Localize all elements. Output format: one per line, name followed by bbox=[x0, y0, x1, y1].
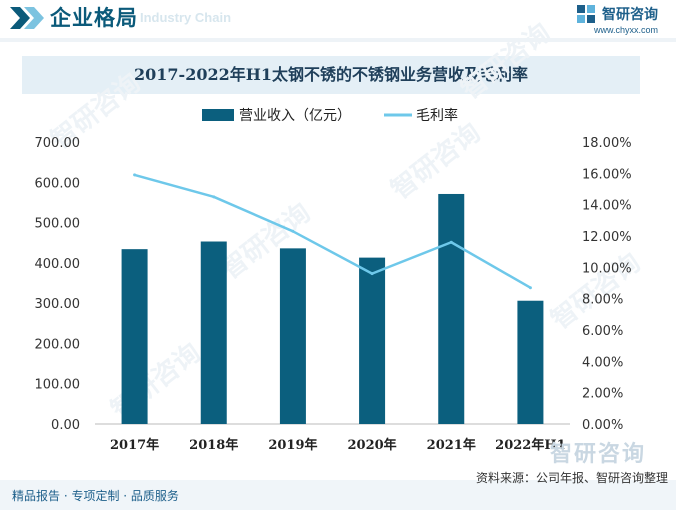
x-tick-label: 2022年H1 bbox=[495, 437, 566, 453]
legend-line-label: 毛利率 bbox=[416, 107, 458, 124]
legend-bar-label: 营业收入（亿元） bbox=[239, 108, 351, 124]
x-tick-label: 2020年 bbox=[347, 437, 396, 453]
y-right-tick-label: 2.00% bbox=[582, 387, 623, 402]
footer-watermark: 智研咨询 bbox=[549, 442, 646, 467]
x-tick-label: 2018年 bbox=[189, 437, 238, 453]
y-left-tick-label: 400.00 bbox=[35, 257, 81, 272]
margin-point-2019年 bbox=[291, 229, 295, 233]
margin-point-2022年H1 bbox=[528, 286, 532, 290]
bar-2021年 bbox=[438, 193, 465, 424]
margin-point-2021年 bbox=[449, 240, 453, 244]
watermark-text: 智研咨询 bbox=[105, 337, 206, 425]
watermark-text: 智研咨询 bbox=[385, 117, 486, 205]
header-bar: 企业格局 Industry Chain 智研咨询 www.chyxx.com bbox=[0, 0, 676, 36]
watermark-text: 智研咨询 bbox=[455, 17, 556, 105]
y-right-tick-label: 0.00% bbox=[582, 418, 623, 433]
y-right-tick-label: 16.00% bbox=[582, 167, 632, 182]
bar-2019年 bbox=[279, 248, 306, 424]
margin-line bbox=[134, 173, 532, 289]
bar-2017年 bbox=[121, 249, 148, 424]
y-right-tick-label: 10.00% bbox=[582, 261, 632, 276]
y-left-tick-label: 100.00 bbox=[35, 378, 81, 393]
source-note: 资料来源：公司年报、智研咨询整理 bbox=[475, 471, 668, 485]
chart: 智研咨询智研咨询智研咨询智研咨询智研咨询智研咨询0.00100.00200.00… bbox=[35, 17, 647, 453]
chart-title: 2017-2022年H1太钢不锈的不锈钢业务营收及毛利率 bbox=[134, 65, 528, 84]
margin-point-2020年 bbox=[370, 272, 374, 276]
brand-logo: 智研咨询 bbox=[577, 4, 658, 24]
y-right-tick-label: 14.00% bbox=[582, 199, 632, 214]
y-left-tick-label: 600.00 bbox=[35, 176, 81, 191]
y-right-tick-label: 8.00% bbox=[582, 293, 623, 308]
y-left-tick-label: 300.00 bbox=[35, 297, 81, 312]
margin-point-2018年 bbox=[212, 195, 216, 199]
legend-bar-swatch bbox=[202, 109, 234, 121]
y-right-tick-label: 12.00% bbox=[582, 230, 632, 245]
section-title: 企业格局 bbox=[50, 6, 138, 30]
footer: 智研咨询 资料来源：公司年报、智研咨询整理 精品报告 · 专项定制 · 品质服务 bbox=[0, 442, 676, 510]
y-right-tick-label: 18.00% bbox=[582, 136, 632, 151]
brand-icon bbox=[577, 5, 595, 23]
y-left-tick-label: 0.00 bbox=[51, 418, 80, 433]
section-subtitle: Industry Chain bbox=[140, 10, 232, 25]
brand-url: www.chyxx.com bbox=[593, 25, 658, 35]
bar-2018年 bbox=[200, 241, 227, 424]
bar-2022年H1 bbox=[517, 300, 544, 424]
chart-title-box: 2017-2022年H1太钢不锈的不锈钢业务营收及毛利率 bbox=[22, 56, 640, 94]
y-left-tick-label: 700.00 bbox=[35, 136, 81, 151]
y-right-tick-label: 4.00% bbox=[582, 355, 623, 370]
y-right-tick-label: 6.00% bbox=[582, 324, 623, 339]
margin-point-2017年 bbox=[133, 173, 137, 177]
watermark-text: 智研咨询 bbox=[545, 247, 646, 335]
y-left-tick-label: 500.00 bbox=[35, 217, 81, 232]
header-divider bbox=[0, 38, 676, 42]
x-tick-label: 2017年 bbox=[110, 437, 159, 453]
x-tick-label: 2019年 bbox=[268, 437, 317, 453]
footer-slogan: 精品报告 · 专项定制 · 品质服务 bbox=[12, 489, 179, 503]
x-tick-label: 2021年 bbox=[427, 437, 476, 453]
bar-2020年 bbox=[359, 257, 386, 424]
brand-name: 智研咨询 bbox=[602, 7, 658, 23]
chevron-double-icon bbox=[10, 7, 44, 29]
y-left-tick-label: 200.00 bbox=[35, 337, 81, 352]
